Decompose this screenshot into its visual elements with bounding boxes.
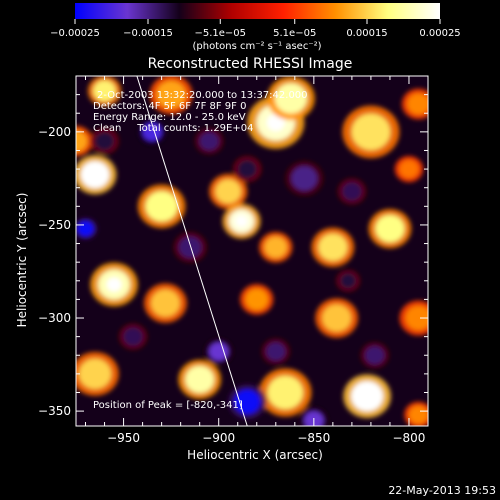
plot-frame [75,75,429,427]
heatmap-blob-23 [343,374,391,419]
heatmap-blob-33 [204,338,233,365]
heatmap-blob-10 [222,203,261,239]
y-tick-label: −200 [38,125,71,139]
colorbar-unit-label: (photons cm⁻² s⁻¹ asec⁻²) [192,41,321,52]
heatmap-blob-11 [259,231,293,263]
annotation-energy: Energy Range: 12.0 - 25.0 keV [93,112,246,123]
heatmap-blob-5 [401,88,428,120]
x-tick-label: −800 [392,431,425,445]
annotation-detectors: Detectors: 4F 5F 6F 7F 8F 9F 0 [93,101,246,112]
heatmap-blob-7 [76,154,117,195]
colorbar-gradient [75,3,440,19]
heatmap-blob-9 [209,173,248,209]
heatmap-blob-17 [240,284,274,315]
x-tick-label: −850 [297,431,330,445]
heatmap-blob-31 [137,118,167,145]
heatmap-blob-12 [311,227,355,267]
footer-timestamp: 22-May-2013 19:53 [388,484,496,497]
y-tick-label: −300 [38,311,71,325]
solar-limb-line [136,76,248,426]
heatmap [76,76,428,426]
heatmap-blob-32 [194,128,224,155]
x-tick-label: −950 [107,431,140,445]
colorbar-tick-label: 5.1e−05 [273,28,316,39]
heatmap-blob-30 [90,128,119,155]
colorbar: −0.00025 −0.00015 −5.1e−05 5.1e−05 0.00015 0.… [50,3,461,52]
y-tick-label: −250 [38,218,71,232]
x-axis: −950 −900 −850 −800 [85,76,429,445]
annotation-clean: Clean Total counts: 1.29E+04 [93,123,253,134]
heatmap-blob-35 [360,342,389,369]
heatmap-blob-34 [261,338,291,365]
colorbar-tick-label: −0.00015 [123,28,173,39]
colorbar-ticks: −0.00025 −0.00015 −5.1e−05 5.1e−05 0.00015 0.… [50,19,461,39]
heatmap-blob-36 [228,384,267,420]
heatmap-blob-27 [232,155,262,183]
heatmap-blob-19 [399,300,428,336]
y-tick-label: −350 [38,404,71,418]
heatmap-blob-14 [394,155,424,183]
heatmap-blob-21 [178,359,222,400]
annotation-peak: Position of Peak = [-820,-341] [93,400,243,411]
heatmap-blob-8 [137,184,186,229]
y-axis-label: Heliocentric Y (arcsec) [15,193,29,328]
y-axis: −200 −250 −300 −350 [38,94,428,418]
heatmap-blob-24 [404,401,428,426]
colorbar-tick-label: −0.00025 [50,28,100,39]
heatmap-blob-3 [267,76,315,121]
colorbar-tick-label: 0.00015 [346,28,387,39]
heatmap-blob-20 [76,351,119,396]
annotation-block: 2-Oct-2003 13:32:20.000 to 13:37:42.000 … [93,90,308,411]
heatmap-blob-4 [342,105,400,159]
heatmap-blob-29 [337,178,367,205]
heatmap-blob-38 [118,323,148,350]
x-tick-label: −900 [202,431,235,445]
heatmap-blob-15 [90,262,138,307]
heatmap-blob-39 [336,269,360,292]
x-axis-label: Heliocentric X (arcsec) [187,448,323,462]
heatmap-blob-16 [144,283,187,323]
chart-title: Reconstructed RHESSI Image [148,56,353,72]
heatmap-blob-6 [76,125,93,157]
heatmap-blob-25 [76,217,98,240]
heatmap-blob-26 [173,231,207,263]
annotation-time: 2-Oct-2003 13:32:20.000 to 13:37:42.000 [97,90,308,101]
heatmap-blob-1 [149,76,193,115]
heatmap-blob-13 [368,208,412,249]
heatmap-blob-18 [315,298,359,338]
colorbar-tick-label: 0.00025 [419,28,460,39]
colorbar-tick-label: −5.1e−05 [194,28,246,39]
heatmap-blob-28 [285,160,324,196]
heatmap-blob-22 [259,368,312,417]
heatmap-blob-0 [87,76,122,107]
